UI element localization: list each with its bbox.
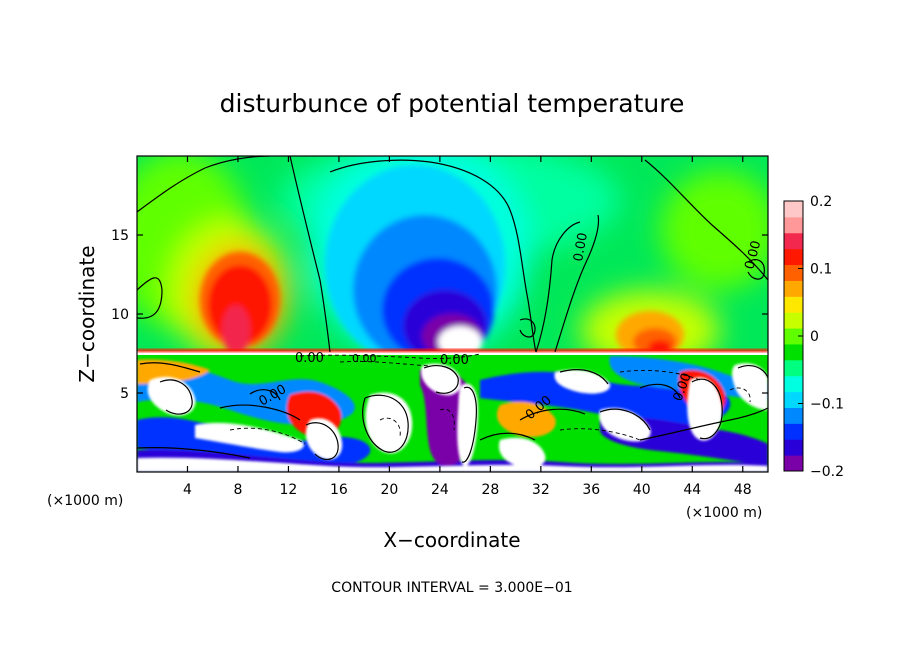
- colorbar-ticks: 0.2 0.1 0 −0.1 −0.2: [798, 194, 844, 480]
- colorbar-tick-label: 0.1: [810, 262, 832, 278]
- colorbar-swatch: [784, 455, 803, 472]
- x-tick-label: 20: [380, 482, 398, 498]
- x-unit-left: (×1000 m): [47, 493, 123, 509]
- y-tick-label: 10: [111, 307, 129, 323]
- y-tick-label: 15: [111, 228, 129, 244]
- colorbar-swatch: [784, 375, 803, 393]
- x-axis: 4 8 12 16 20 24 28 32 36 40 44 48: [183, 156, 752, 498]
- colorbar-swatch: [784, 423, 803, 440]
- colorbar-swatch: [784, 232, 803, 250]
- chart-title: disturbunce of potential temperature: [220, 89, 685, 118]
- contour-label: 0.00: [742, 239, 764, 271]
- colorbar: [783, 200, 804, 472]
- colorbar-swatch: [784, 439, 803, 456]
- x-axis-label: X−coordinate: [383, 528, 520, 552]
- y-axis-label: Z−coordinate: [75, 245, 99, 382]
- contour-lines: [137, 156, 768, 463]
- colorbar-swatch: [784, 264, 803, 281]
- x-tick-label: 28: [481, 482, 499, 498]
- colorbar-swatch: [784, 201, 803, 218]
- contour-label: 0.00: [295, 351, 324, 366]
- x-tick-label: 44: [683, 482, 701, 498]
- colorbar-tick-label: −0.1: [810, 397, 844, 413]
- colorbar-swatch: [784, 216, 803, 234]
- colorbar-tick-label: 0: [810, 329, 819, 345]
- x-tick-label: 24: [431, 482, 449, 498]
- colorbar-swatch: [784, 343, 803, 361]
- x-tick-label: 48: [734, 482, 752, 498]
- contour-label: 0.00: [571, 232, 591, 263]
- x-tick-label: 4: [183, 482, 192, 498]
- colorbar-swatch: [784, 391, 803, 408]
- y-axis: 5 10 15: [111, 228, 768, 402]
- colorbar-tick-label: 0.2: [810, 194, 832, 210]
- contour-label: 0.00: [440, 353, 469, 368]
- contour-interval-note: CONTOUR INTERVAL = 3.000E−01: [331, 580, 572, 596]
- colorbar-swatch: [784, 328, 803, 345]
- colorbar-swatch: [784, 359, 803, 377]
- upper-field: [137, 156, 768, 357]
- x-tick-label: 8: [233, 482, 242, 498]
- temperature-field: 0.00 0.00 0.00 0.00 0.00 0.00 0.00 0.00: [136, 155, 769, 473]
- colorbar-swatch: [784, 407, 803, 424]
- x-tick-label: 36: [582, 482, 600, 498]
- x-unit-right: (×1000 m): [686, 505, 762, 521]
- colorbar-swatch: [784, 312, 803, 329]
- dashed-contours: [229, 353, 751, 445]
- colorbar-tick-label: −0.2: [810, 464, 844, 480]
- x-tick-label: 32: [532, 482, 550, 498]
- colorbar-swatch: [784, 280, 803, 297]
- x-tick-label: 12: [280, 482, 298, 498]
- contour-label: 0.00: [352, 352, 377, 365]
- colorbar-swatch: [784, 296, 803, 313]
- x-tick-label: 40: [633, 482, 651, 498]
- y-tick-label: 5: [120, 386, 129, 402]
- colorbar-swatch: [784, 248, 803, 266]
- x-tick-label: 16: [330, 482, 348, 498]
